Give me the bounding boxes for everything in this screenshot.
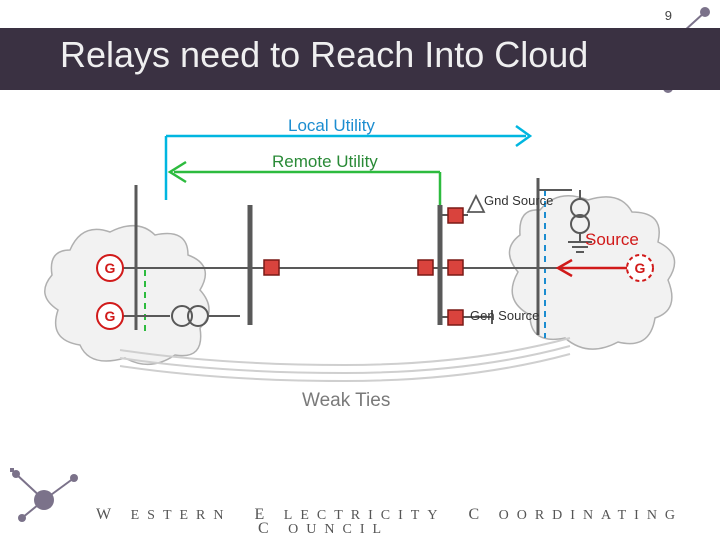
cloud-left [45, 226, 209, 365]
relay-boxes [264, 208, 463, 325]
svg-text:G: G [105, 308, 116, 324]
footer-line2: C OUNCIL [258, 520, 389, 538]
label-gen-source: Gen Source [470, 308, 539, 323]
slide-title: Relays need to Reach Into Cloud [60, 34, 588, 76]
label-remote-utility: Remote Utility [272, 152, 378, 172]
relay-diagram: G G G Local Utility Remote Utility Sourc… [40, 100, 680, 430]
footer-line1: W ESTERN E LECTRICITY C OORDINATING [96, 506, 683, 524]
label-source: Source [585, 230, 639, 250]
label-local-utility: Local Utility [288, 116, 375, 136]
delta-icon [468, 196, 484, 212]
label-weak-ties: Weak Ties [302, 390, 390, 412]
svg-text:G: G [635, 260, 646, 276]
generator-g1: G [97, 255, 123, 281]
corner-deco-bottom [4, 460, 94, 530]
generator-g3: G [627, 255, 653, 281]
svg-text:G: G [105, 260, 116, 276]
label-gnd-source: Gnd Source [484, 194, 553, 208]
generator-g2: G [97, 303, 123, 329]
